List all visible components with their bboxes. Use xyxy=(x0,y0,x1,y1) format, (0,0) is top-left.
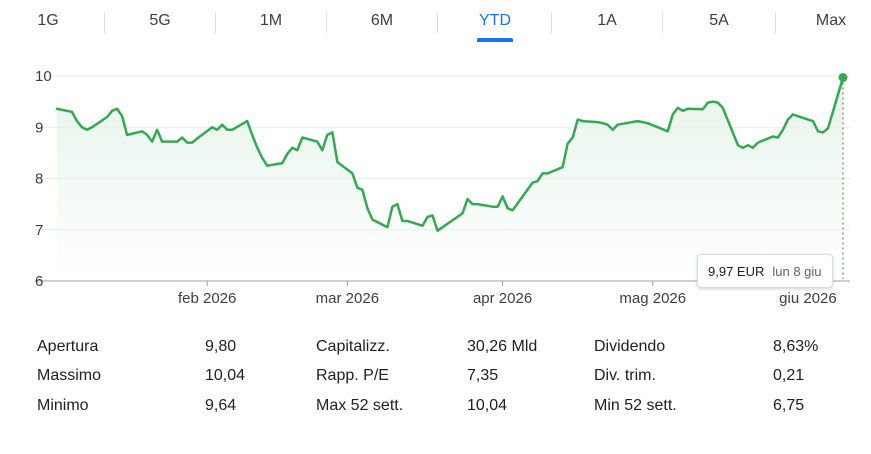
x-tick-label: giu 2026 xyxy=(779,290,837,307)
y-tick-label: 8 xyxy=(35,171,43,188)
stat-value-dividendo: 8,63% xyxy=(773,338,819,355)
tab-1g[interactable]: 1G xyxy=(37,12,59,29)
stat-value-massimo: 10,04 xyxy=(205,367,246,384)
stat-label-min-52-weeks: Min 52 sett. xyxy=(594,397,677,414)
stat-value-min-52-weeks: 6,75 xyxy=(773,397,805,414)
stat-label-quarterly-dividend: Div. trim. xyxy=(594,367,656,384)
tab-separator xyxy=(326,13,327,33)
tab-1a[interactable]: 1A xyxy=(597,12,617,29)
tab-5g[interactable]: 5G xyxy=(149,12,171,29)
y-tick-label: 6 xyxy=(35,273,43,290)
y-tick-label: 10 xyxy=(35,68,52,85)
stat-label-dividendo: Dividendo xyxy=(594,338,666,355)
stat-label-max-52-weeks: Max 52 sett. xyxy=(316,397,404,414)
price-chart[interactable]: 6 7 8 9 10 feb 2026 mar 2026 apr 2026 mag 2026 g… xyxy=(0,46,871,316)
price-area-fill xyxy=(57,77,843,281)
stat-label-massimo: Massimo xyxy=(37,367,102,384)
stat-value-apertura: 9,80 xyxy=(205,338,237,355)
stat-value-capitalizzazione: 30,26 Mld xyxy=(467,338,538,355)
stat-label-minimo: Minimo xyxy=(37,397,89,414)
y-tick-label: 9 xyxy=(35,119,43,136)
y-tick-label: 7 xyxy=(35,222,43,239)
tab-max[interactable]: Max xyxy=(815,12,847,29)
tab-6m[interactable]: 6M xyxy=(370,12,394,29)
x-tick-label: feb 2026 xyxy=(178,290,236,307)
tab-ytd[interactable]: YTD xyxy=(479,12,511,29)
stat-label-capitalizzazione: Capitalizz. xyxy=(316,338,390,355)
tooltip-price: 9,97 EUR xyxy=(708,263,765,279)
stat-value-pe-ratio: 7,35 xyxy=(467,367,499,384)
x-tick-label: apr 2026 xyxy=(473,290,532,307)
tooltip-date: lun 8 giu xyxy=(772,263,822,279)
stat-value-quarterly-dividend: 0,21 xyxy=(773,367,805,384)
stat-value-minimo: 9,64 xyxy=(205,397,237,414)
stat-value-max-52-weeks: 10,04 xyxy=(467,397,508,414)
tab-separator xyxy=(551,13,552,33)
tab-separator xyxy=(104,13,105,33)
tab-separator xyxy=(662,13,663,33)
tab-separator xyxy=(215,13,216,33)
tab-1m[interactable]: 1M xyxy=(259,12,283,29)
tab-separator xyxy=(775,13,776,33)
price-line xyxy=(55,76,845,233)
range-tabs: 1G 5G 1M 6M YTD 1A 5A Max xyxy=(0,0,871,46)
stat-label-pe-ratio: Rapp. P/E xyxy=(316,367,389,384)
stat-label-apertura: Apertura xyxy=(37,338,99,355)
latest-price-dot xyxy=(838,73,848,83)
x-tick-label: mar 2026 xyxy=(316,290,379,307)
active-tab-indicator xyxy=(477,38,513,42)
tab-5a[interactable]: 5A xyxy=(709,12,729,29)
x-tick-label: mag 2026 xyxy=(619,290,686,307)
price-tooltip: 9,97 EUR lun 8 giu xyxy=(697,254,833,288)
tab-separator xyxy=(437,13,438,33)
